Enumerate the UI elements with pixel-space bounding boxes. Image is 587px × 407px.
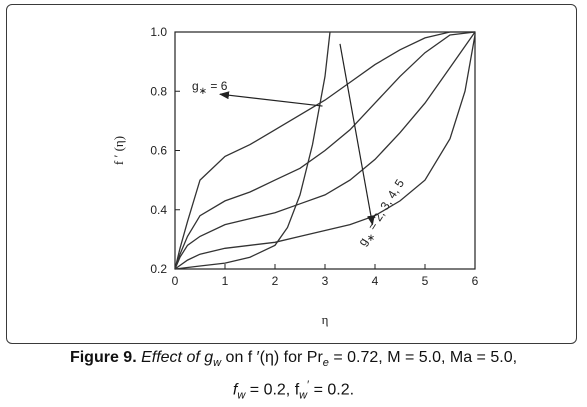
series-line-2: [174, 31, 476, 270]
x-tick-label: 0: [172, 274, 179, 288]
caption-text: = 0.2.: [309, 381, 355, 399]
caption-sub: w: [237, 389, 246, 402]
series-group: [174, 31, 476, 270]
x-tick-label: 3: [322, 274, 329, 288]
series-line-4: [174, 34, 476, 270]
series-line-3: [174, 31, 476, 270]
caption-sub: e: [322, 357, 329, 370]
caption-text: f: [232, 381, 238, 399]
caption-label: Figure 9.: [69, 349, 137, 366]
y-axis-label: f ′ (η): [111, 136, 126, 165]
caption-sup: ′: [307, 379, 310, 392]
caption-text: on f ′(η) for Pr: [221, 349, 323, 366]
caption-line-2: fw = 0.2, fw′ = 0.2.: [0, 374, 587, 407]
x-tick-label: 2: [272, 274, 279, 288]
y-tick-label: 0.6: [150, 144, 167, 158]
y-tick-label: 0.2: [150, 262, 167, 276]
caption-sub: w: [299, 389, 308, 402]
line-chart: 0 1 2 3 4 5 60.20.40.60.81.0ηf ′ (η) g∗ = 6g∗ …: [111, 25, 479, 327]
caption-text: = 0.72, M = 5.0, Ma = 5.0,: [328, 349, 518, 366]
annotation-arrow: [339, 43, 375, 226]
annotations: g∗ = 6 g∗ = 2, 3, 4, 5: [192, 43, 410, 250]
series-line-5: [174, 31, 331, 270]
caption-text: Effect of g: [141, 349, 214, 366]
figure-frame: 0 1 2 3 4 5 6 0.2 0.4 0.6 0.8 1.0 η f ′ (η) g∗ = 6 g∗ …: [6, 4, 577, 344]
axes: 0 1 2 3 4 5 6 0.2 0.4 0.6 0.8 1.0 η f ′ (η): [111, 25, 479, 327]
y-tick-label: 0.8: [150, 84, 167, 98]
y-tick-label: 0.4: [150, 203, 167, 217]
annotation-label: g∗ = 2, 3, 4, 5: [355, 176, 410, 250]
y-tick-label: 1.0: [150, 25, 167, 39]
x-tick-label: 4: [372, 274, 379, 288]
series-line-1: [174, 31, 475, 270]
x-tick-label: 5: [422, 274, 429, 288]
annotation-arrow: [219, 91, 323, 107]
caption-sub: w: [213, 357, 222, 370]
figure-caption: Figure 9. Effect of gw on f ′(η) for Pre…: [0, 347, 587, 407]
caption-line-1: Figure 9. Effect of gw on f ′(η) for Pre…: [0, 347, 587, 374]
x-axis-label: η: [322, 312, 329, 327]
caption-text: = 0.2, f: [245, 381, 300, 399]
x-tick-label: 6: [472, 274, 479, 288]
x-tick-label: 1: [222, 274, 229, 288]
annotation-label: g∗ = 6: [192, 79, 228, 97]
